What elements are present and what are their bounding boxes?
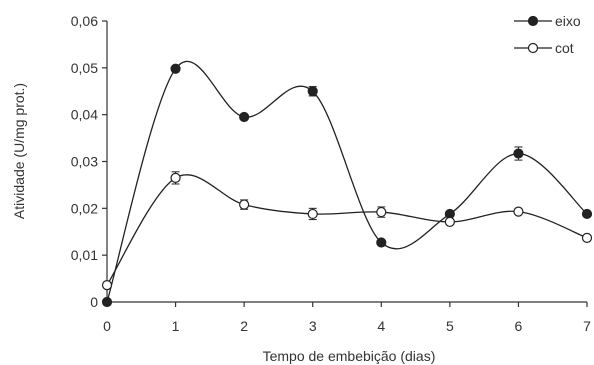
legend-marker-eixo <box>527 15 539 27</box>
legend-marker-cot <box>527 42 539 54</box>
x-tick-label: 0 <box>103 318 111 334</box>
error-bars <box>171 65 591 245</box>
point-cot <box>444 216 455 228</box>
point-cot <box>513 206 524 217</box>
y-tick-label: 0,06 <box>71 13 98 29</box>
point-eixo <box>239 111 250 123</box>
y-tick-label: 0 <box>90 294 98 310</box>
series-curves <box>106 60 588 303</box>
x-tick-label: 5 <box>446 318 454 334</box>
legend-label-eixo: eixo <box>555 13 581 29</box>
point-cot <box>581 232 593 243</box>
point-eixo <box>307 86 318 97</box>
x-tick-label: 3 <box>309 318 317 334</box>
point-cot <box>170 172 181 183</box>
point-cot <box>239 199 250 210</box>
point-eixo <box>101 296 113 308</box>
legend: eixo cot <box>514 13 581 56</box>
axes <box>102 20 588 307</box>
y-tick-label: 0,05 <box>71 60 98 76</box>
series-line-cot <box>106 174 588 286</box>
x-tick-label: 1 <box>172 318 180 334</box>
x-tick-label: 7 <box>583 318 591 334</box>
y-axis-title: Atividade (U/mg prot.) <box>11 83 27 219</box>
y-tick-label: 0,03 <box>71 154 98 170</box>
x-tick-label: 4 <box>377 318 385 334</box>
x-tick-label: 6 <box>515 318 523 334</box>
point-eixo <box>513 148 524 159</box>
y-tick-label: 0,02 <box>71 200 98 216</box>
point-eixo <box>376 237 387 248</box>
x-axis-title: Tempo de embebição (dias) <box>263 348 436 364</box>
tick-labels: 0 0,01 0,02 0,03 0,04 0,05 0,06 0 1 2 3 4 5 6 7 <box>71 13 591 334</box>
y-tick-label: 0,04 <box>71 107 98 123</box>
point-cot <box>376 206 387 218</box>
point-eixo <box>170 63 181 74</box>
y-tick-label: 0,01 <box>71 247 98 263</box>
x-tick-label: 2 <box>240 318 248 334</box>
series-line-eixo <box>106 60 588 303</box>
data-markers <box>101 63 593 308</box>
point-cot <box>307 208 318 220</box>
legend-label-cot: cot <box>555 40 574 56</box>
point-cot <box>101 280 113 291</box>
point-eixo <box>581 208 593 220</box>
